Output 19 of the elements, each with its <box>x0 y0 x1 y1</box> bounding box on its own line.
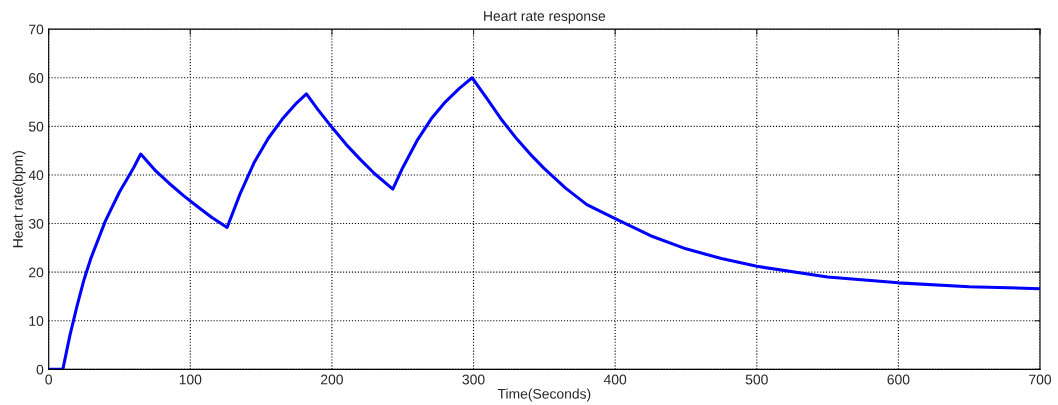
y-tick-label: 70 <box>29 24 44 35</box>
x-tick-label: 200 <box>321 374 343 385</box>
y-tick-label: 0 <box>36 364 44 375</box>
x-tick-label: 0 <box>45 374 52 385</box>
x-axis-title: Time(Seconds) <box>497 388 591 402</box>
chart-title: Heart rate response <box>484 11 606 24</box>
x-tick-label: 100 <box>179 374 202 385</box>
y-tick-label: 20 <box>29 267 44 278</box>
x-tick-label: 600 <box>887 374 910 385</box>
y-tick-label: 50 <box>28 121 44 132</box>
x-tick-label: 400 <box>603 374 627 385</box>
y-axis-title: Heart rate(bpm) <box>12 151 26 248</box>
y-tick-label: 30 <box>28 218 44 229</box>
x-tick-label: 500 <box>745 374 768 385</box>
y-tick-label: 40 <box>28 170 44 181</box>
x-tick-label: 300 <box>462 374 485 385</box>
y-tick-label: 10 <box>29 316 44 326</box>
x-tick-label: 700 <box>1029 374 1052 385</box>
y-tick-label: 60 <box>29 73 44 83</box>
